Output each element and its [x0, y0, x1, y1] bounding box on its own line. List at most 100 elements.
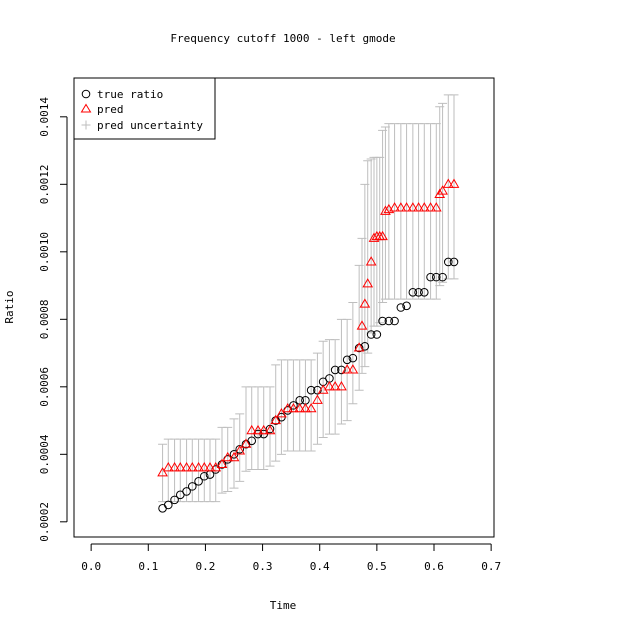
true-ratio-point: [247, 436, 257, 446]
pred-point: [300, 402, 311, 413]
y-tick-label: 0.0006: [38, 367, 51, 407]
uncertainty-bar: [438, 102, 448, 283]
true-ratio-point: [378, 316, 387, 326]
true-ratio-point: [170, 495, 179, 505]
legend-circle-icon: [81, 89, 91, 99]
pred-point: [401, 202, 412, 212]
y-axis-label: Ratio: [3, 290, 16, 323]
chart-title: Frequency cutoff 1000 - left gmode: [170, 32, 395, 45]
legend-label-pred: pred: [97, 103, 124, 116]
pred-point: [353, 342, 365, 352]
uncertainty-bar: [318, 340, 328, 438]
true-ratio-point: [313, 385, 322, 395]
uncertainty-layer: [158, 94, 459, 503]
true-ratio-point: [199, 471, 209, 481]
legend-triangle-icon: [80, 103, 92, 113]
legend-label-true: true ratio: [97, 88, 163, 101]
legend-label-uncertainty: pred uncertainty: [97, 119, 203, 132]
true-ratio-point: [182, 487, 191, 496]
true-ratio-point: [366, 330, 376, 339]
pred-point: [312, 394, 323, 404]
true-ratio-point: [384, 316, 394, 326]
uncertainty-bar: [312, 352, 322, 445]
pred-point: [434, 188, 446, 198]
pred-point: [305, 402, 317, 413]
legend-box: [73, 77, 216, 140]
pred-point: [222, 451, 234, 462]
uncertainty-bar: [223, 426, 233, 492]
pred-point: [198, 462, 210, 472]
pred-point: [162, 462, 174, 472]
pred-point: [347, 364, 359, 374]
true-ratio-point: [443, 257, 453, 267]
pred-point: [282, 402, 294, 413]
pred-point: [389, 202, 400, 212]
pred-layer: [157, 178, 460, 477]
pred-point: [448, 178, 460, 188]
pred-point: [157, 467, 168, 477]
pred-point: [174, 462, 186, 472]
pred-point: [341, 364, 353, 374]
true-ratio-point: [330, 365, 340, 375]
pred-point: [336, 381, 347, 391]
true-ratio-point: [390, 316, 399, 326]
y-tick-label: 0.0002: [38, 502, 51, 542]
pred-point: [258, 424, 270, 435]
y-tick-label: 0.0004: [38, 434, 51, 474]
true-ratio-point: [426, 272, 435, 282]
true-ratio-point: [187, 482, 197, 491]
pred-point: [288, 402, 299, 413]
true-ratio-point: [194, 477, 203, 486]
x-tick-label: 0.4: [310, 560, 330, 573]
pred-point: [216, 458, 228, 468]
legend: true ratio pred pred uncertainty: [73, 77, 216, 140]
true-ratio-point: [372, 330, 382, 339]
pred-point: [362, 278, 374, 288]
pred-point: [418, 202, 430, 212]
y-axis: 0.0002 0.0004 0.0006 0.0008 0.0010 0.0012 0.00…: [38, 97, 68, 542]
plot-frame: [73, 77, 495, 538]
pred-point: [407, 202, 419, 212]
pred-point: [181, 462, 192, 472]
y-tick-label: 0.0012: [38, 164, 51, 204]
x-tick-label: 0.3: [253, 560, 273, 573]
pred-point: [186, 462, 198, 472]
pred-point: [276, 408, 287, 418]
uncertainty-bar: [235, 413, 245, 482]
pred-point: [324, 381, 335, 391]
x-tick-label: 0.7: [481, 560, 501, 573]
x-tick-label: 0.2: [195, 560, 215, 573]
true-ratio-point: [419, 288, 429, 297]
true-ratio-point: [438, 272, 447, 282]
pred-point: [365, 256, 377, 266]
pred-point: [169, 462, 180, 472]
uncertainty-bar: [348, 301, 358, 405]
true-ratio-layer: [158, 257, 459, 513]
x-tick-label: 0.5: [367, 560, 387, 573]
pred-point: [356, 320, 368, 330]
true-ratio-point: [163, 500, 173, 510]
pred-point: [193, 462, 204, 472]
pred-point: [204, 462, 216, 472]
x-axis-label: Time: [270, 599, 297, 612]
x-axis: 0.0 0.1 0.2 0.3 0.4 0.5 0.6 0.7: [81, 543, 501, 573]
pred-point: [252, 424, 264, 435]
true-ratio-point: [449, 257, 459, 267]
y-tick-label: 0.0014: [38, 97, 51, 137]
pred-point: [329, 381, 341, 391]
pred-point: [442, 178, 454, 188]
pred-point: [437, 185, 448, 195]
true-ratio-point: [414, 288, 423, 297]
pred-point: [425, 202, 436, 212]
uncertainty-bar: [306, 359, 316, 452]
y-tick-label: 0.0008: [38, 299, 51, 339]
true-ratio-point: [289, 401, 298, 410]
true-ratio-point: [306, 385, 316, 395]
uncertainty-bar: [330, 339, 340, 435]
true-ratio-point: [408, 288, 418, 297]
pred-point: [294, 402, 306, 413]
true-ratio-point: [431, 272, 441, 282]
pred-point: [234, 445, 246, 455]
uncertainty-bar: [271, 364, 281, 462]
